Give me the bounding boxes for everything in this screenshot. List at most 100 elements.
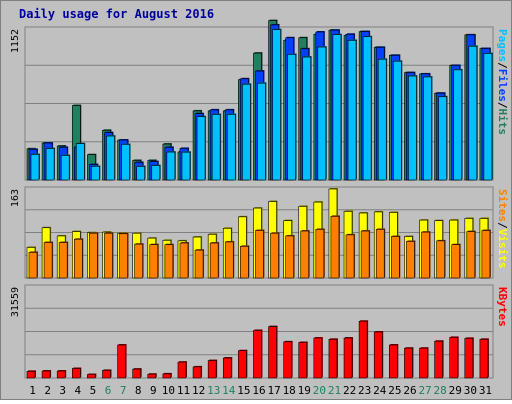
bar-kbytes-kbytes-day-21: [328, 339, 338, 379]
bar-kbytes-kbytes-day-28: [434, 340, 443, 379]
y-max-label-hits: 1152: [10, 29, 21, 53]
bar-hits-pages-day-25: [393, 60, 402, 181]
bar-visits-sites-day-19: [300, 230, 310, 279]
legend-entry: /: [496, 62, 509, 69]
bar-visits-sites-day-12: [194, 249, 204, 279]
x-tick-label-day-6: 6: [105, 384, 112, 397]
x-tick-label-day-10: 10: [162, 384, 175, 397]
bar-kbytes-kbytes-day-18: [283, 341, 292, 379]
x-tick-label-day-26: 26: [403, 384, 416, 397]
x-tick-label-day-21: 21: [328, 384, 341, 397]
bar-kbytes-kbytes-day-20: [313, 337, 323, 379]
bar-kbytes-kbytes-day-2: [41, 370, 51, 379]
legend-kbytes: KBytes: [496, 287, 509, 327]
bar-visits-sites-day-13: [209, 242, 219, 279]
bar-hits-pages-day-7: [121, 144, 130, 181]
bar-kbytes-kbytes-day-5: [87, 374, 96, 379]
x-tick-label-day-8: 8: [135, 384, 142, 397]
bar-visits-sites-day-6: [104, 232, 113, 279]
bar-visits-sites-day-23: [360, 230, 370, 279]
x-tick-label-day-27: 27: [418, 384, 431, 397]
bar-visits-sites-day-18: [285, 235, 294, 279]
x-tick-label-day-30: 30: [464, 384, 477, 397]
x-tick-label-day-15: 15: [237, 384, 250, 397]
x-tick-label-day-22: 22: [343, 384, 356, 397]
legend-entry: Visits: [496, 229, 509, 269]
legend-entry: /: [496, 102, 509, 109]
bar-kbytes-kbytes-day-3: [56, 370, 66, 379]
legend-entry: Hits: [496, 109, 509, 136]
bar-visits-sites-day-31: [481, 230, 491, 279]
bar-kbytes-kbytes-day-14: [222, 357, 232, 379]
bar-visits-sites-day-4: [73, 238, 83, 279]
bar-hits-pages-day-5: [91, 166, 100, 181]
x-tick-label-day-20: 20: [313, 384, 326, 397]
bar-hits-pages-day-18: [287, 54, 296, 181]
bar-kbytes-kbytes-day-26: [404, 347, 413, 379]
bar-kbytes-kbytes-day-7: [117, 344, 126, 379]
bar-kbytes-kbytes-day-29: [449, 337, 459, 379]
bar-hits-pages-day-29: [453, 69, 463, 181]
bar-hits-pages-day-22: [347, 40, 357, 181]
bar-visits-sites-day-14: [224, 241, 234, 279]
bar-hits-pages-day-1: [30, 154, 40, 181]
bar-kbytes-kbytes-day-30: [464, 338, 474, 379]
bar-kbytes-kbytes-day-1: [26, 371, 36, 379]
x-tick-label-day-4: 4: [75, 384, 82, 397]
bar-hits-pages-day-30: [468, 46, 478, 181]
x-tick-label-day-7: 7: [120, 384, 127, 397]
x-tick-label-day-13: 13: [207, 384, 220, 397]
bar-visits-sites-day-28: [436, 240, 445, 279]
bar-visits-sites-day-26: [406, 241, 415, 279]
bar-kbytes-kbytes-day-8: [132, 368, 141, 379]
bar-hits-pages-day-6: [106, 135, 115, 181]
bar-kbytes-kbytes-day-13: [207, 360, 217, 379]
bar-visits-sites-day-22: [345, 234, 355, 279]
bar-hits-pages-day-15: [242, 84, 251, 181]
x-tick-label-day-28: 28: [434, 384, 447, 397]
legend-visits: Sites/Visits: [496, 189, 509, 269]
bar-visits-sites-day-29: [451, 244, 461, 279]
y-max-label-kbytes: 31559: [10, 287, 21, 317]
x-tick-label-day-14: 14: [222, 384, 236, 397]
bar-kbytes-kbytes-day-9: [147, 373, 157, 379]
bar-hits-pages-day-11: [181, 151, 191, 181]
bar-kbytes-kbytes-day-15: [238, 350, 247, 379]
bar-kbytes-kbytes-day-19: [298, 342, 308, 379]
bar-visits-sites-day-30: [466, 231, 476, 279]
x-tick-label-day-31: 31: [479, 384, 492, 397]
bar-hits-pages-day-8: [136, 166, 145, 181]
bar-kbytes-kbytes-day-4: [71, 368, 81, 379]
x-tick-label-day-24: 24: [373, 384, 387, 397]
bar-kbytes-kbytes-day-10: [162, 373, 172, 379]
bar-kbytes-kbytes-day-16: [253, 330, 262, 379]
x-tick-label-day-19: 19: [298, 384, 311, 397]
bar-kbytes-kbytes-day-17: [268, 326, 277, 379]
bar-kbytes-kbytes-day-31: [479, 339, 489, 379]
bar-visits-sites-day-8: [134, 243, 143, 279]
bar-kbytes-kbytes-day-23: [358, 320, 368, 379]
y-max-label-visits: 163: [10, 189, 21, 207]
x-tick-label-day-18: 18: [283, 384, 296, 397]
x-tick-label-day-9: 9: [150, 384, 157, 397]
bar-kbytes-kbytes-day-22: [343, 337, 353, 379]
bar-hits-pages-day-19: [302, 56, 312, 181]
bar-kbytes-kbytes-day-11: [177, 361, 187, 379]
bar-hits-pages-day-12: [196, 116, 206, 181]
bar-hits-pages-day-2: [45, 148, 55, 181]
bar-visits-sites-day-20: [315, 229, 325, 279]
bar-hits-pages-day-4: [75, 143, 85, 181]
legend-entry: Files: [496, 69, 509, 102]
bar-hits-pages-day-31: [483, 53, 493, 181]
bar-visits-sites-day-17: [270, 232, 279, 279]
x-tick-label-day-1: 1: [29, 384, 36, 397]
bar-hits-pages-day-10: [166, 151, 176, 181]
bar-kbytes-kbytes-day-24: [373, 331, 383, 379]
bar-visits-sites-day-25: [391, 236, 400, 279]
legend-entry: KBytes: [496, 287, 509, 327]
legend-entry: Sites: [496, 189, 509, 222]
x-tick-label-day-3: 3: [59, 384, 66, 397]
bar-kbytes-kbytes-day-27: [419, 347, 428, 379]
x-tick-label-day-17: 17: [267, 384, 280, 397]
